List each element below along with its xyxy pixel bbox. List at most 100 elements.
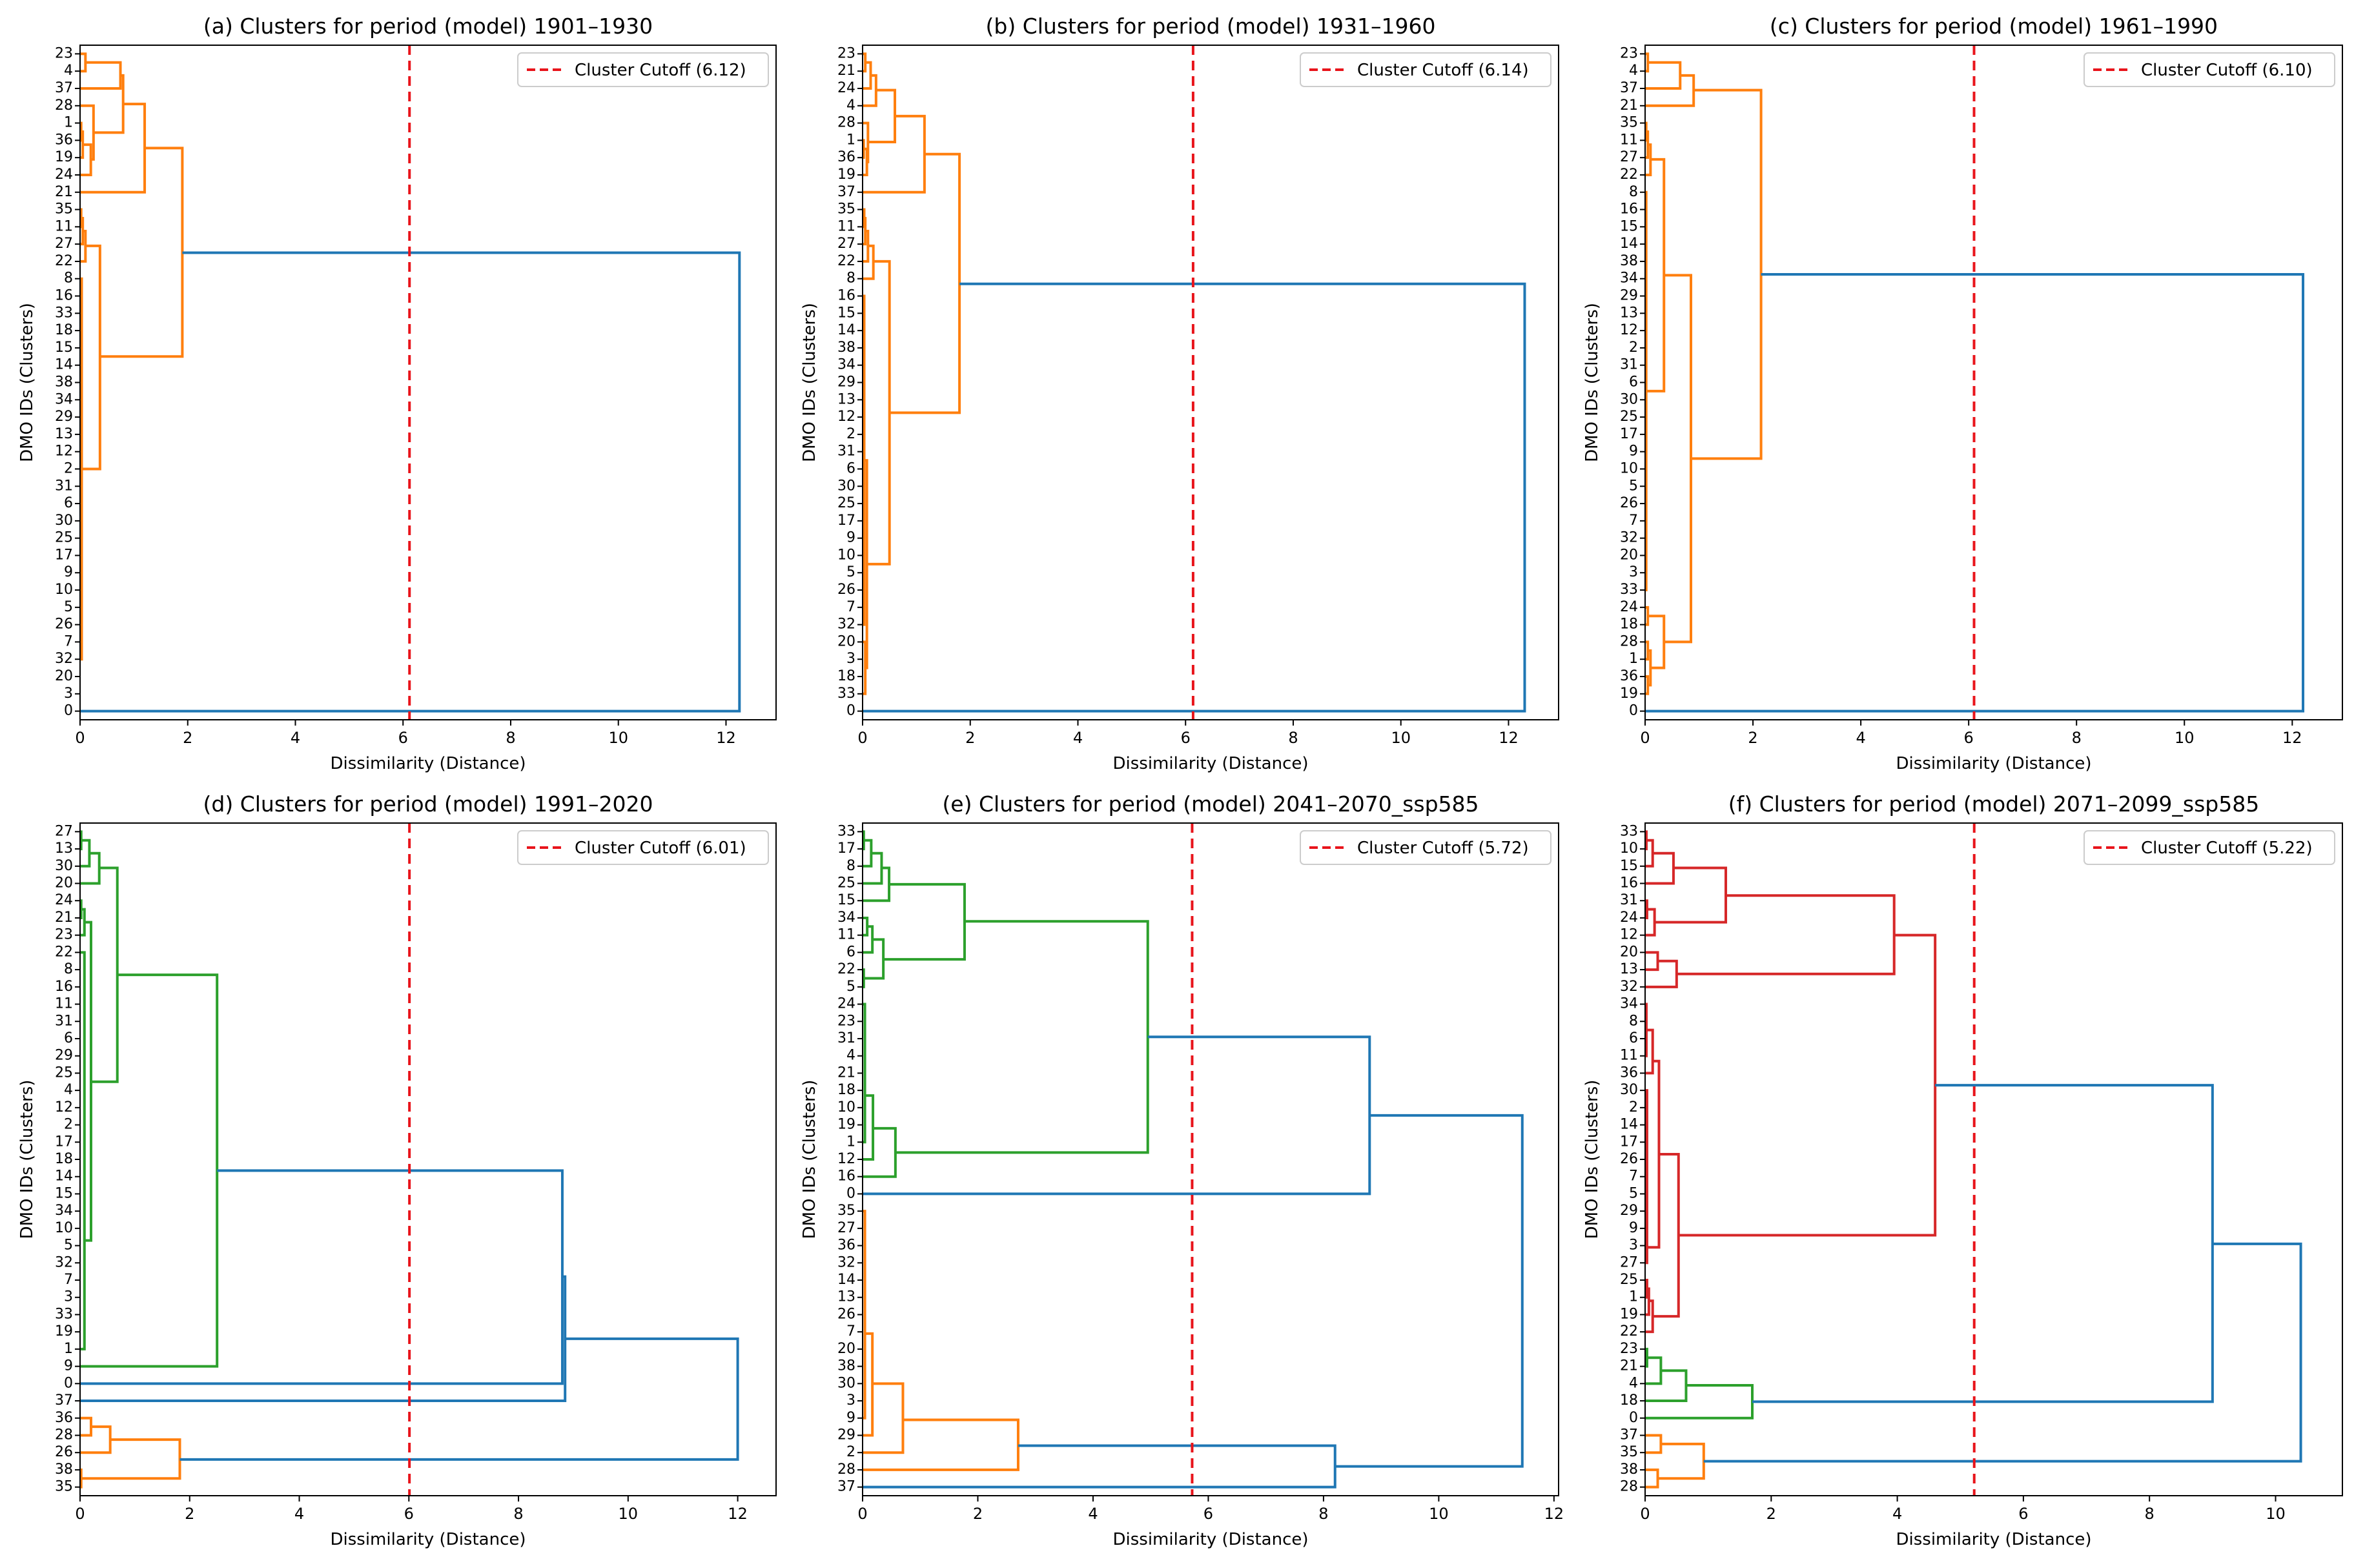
leaf-label: 36 <box>55 132 73 148</box>
leaf-label: 12 <box>837 1151 855 1167</box>
x-tick-label: 0 <box>75 1505 85 1523</box>
x-tick-label: 6 <box>1203 1505 1213 1523</box>
leaf-label: 38 <box>55 1461 73 1478</box>
leaf-label: 18 <box>1620 1392 1638 1409</box>
leaf-label: 20 <box>837 1341 855 1357</box>
dendrogram-link <box>863 1210 866 1420</box>
x-tick-label: 10 <box>2266 1505 2286 1523</box>
dendrogram-link <box>863 916 869 937</box>
leaf-label: 38 <box>55 374 73 391</box>
leaf-label: 13 <box>837 391 855 407</box>
leaf-label: 26 <box>1620 1151 1638 1167</box>
leaf-label: 6 <box>1629 374 1638 391</box>
leaf-label: 37 <box>55 80 73 96</box>
x-tick-label: 10 <box>619 1505 639 1523</box>
leaf-label: 19 <box>55 1323 73 1339</box>
leaf-label: 37 <box>1620 1427 1638 1443</box>
axes-frame <box>79 822 777 1496</box>
leaf-label: 18 <box>55 322 73 338</box>
dendrogram-link <box>863 282 1526 713</box>
dendrogram-link <box>895 920 1149 1154</box>
dendrogram-link <box>1648 649 1652 687</box>
leaf-label: 30 <box>1620 391 1638 407</box>
leaf-label: 10 <box>1620 460 1638 476</box>
leaf-label: 17 <box>55 547 73 563</box>
leaf-label: 21 <box>55 910 73 926</box>
dendrogram-link <box>863 1332 874 1437</box>
leaf-label: 35 <box>837 1203 855 1219</box>
dendrogram-link <box>863 244 875 280</box>
leaf-label: 21 <box>837 63 855 79</box>
leaf-label: 27 <box>837 236 855 252</box>
leaf-label: 3 <box>64 686 73 702</box>
leaf-label: 20 <box>55 668 73 684</box>
dendrogram-link <box>80 973 219 1368</box>
leaf-label: 16 <box>837 1168 855 1185</box>
leaf-label: 32 <box>1620 530 1638 546</box>
dendrogram-link <box>1645 143 1652 176</box>
x-tick-label: 6 <box>1181 729 1191 747</box>
x-tick-label: 6 <box>398 729 408 747</box>
leaf-label: 26 <box>837 1306 855 1322</box>
leaf-label: 16 <box>55 979 73 995</box>
x-tick-label: 0 <box>857 1505 867 1523</box>
leaf-label: 30 <box>837 478 855 494</box>
leaf-label: 7 <box>64 1272 73 1288</box>
legend-box <box>2083 52 2335 87</box>
leaf-label: 23 <box>1620 45 1638 61</box>
leaf-label: 11 <box>1620 132 1638 148</box>
x-tick-label: 12 <box>1499 729 1519 747</box>
leaf-label: 5 <box>846 564 855 580</box>
leaf-label: 0 <box>64 1375 73 1391</box>
leaf-label: 31 <box>837 1030 855 1046</box>
dendrogram-link <box>1645 959 1678 988</box>
leaf-label: 28 <box>1620 633 1638 649</box>
leaf-label: 28 <box>55 97 73 114</box>
leaf-label: 20 <box>55 875 73 891</box>
x-tick-label: 10 <box>1391 729 1411 747</box>
leaf-label: 7 <box>846 599 855 615</box>
dendrogram-link <box>80 230 87 263</box>
leaf-label: 30 <box>1620 1082 1638 1098</box>
leaf-label: 25 <box>55 1064 73 1081</box>
leaf-label: 37 <box>1620 80 1638 96</box>
dendrogram-link <box>1678 933 1937 1237</box>
dendrogram-link <box>1652 1152 1680 1318</box>
axes-frame <box>862 45 1559 720</box>
dendrogram-link <box>1676 894 1896 975</box>
x-axis-label: Dissimilarity (Distance) <box>331 1530 526 1549</box>
axes-frame <box>79 45 777 720</box>
leaf-label: 32 <box>1620 979 1638 995</box>
leaf-label: 27 <box>55 236 73 252</box>
dendrogram-link <box>1645 1089 1648 1265</box>
x-axis-label: Dissimilarity (Distance) <box>331 754 526 773</box>
leaf-label: 2 <box>1629 340 1638 356</box>
leaf-label: 10 <box>55 1220 73 1236</box>
leaf-label: 35 <box>55 1479 73 1495</box>
leaf-label: 21 <box>837 1064 855 1081</box>
leaf-label: 36 <box>1620 668 1638 684</box>
leaf-label: 10 <box>1620 840 1638 857</box>
leaf-label: 9 <box>64 564 73 580</box>
dendrogram-link <box>1646 158 1666 392</box>
leaf-label: 0 <box>64 703 73 719</box>
dendrogram-link <box>1645 951 1659 972</box>
leaf-label: 31 <box>55 1013 73 1029</box>
x-tick-label: 4 <box>1892 1505 1902 1523</box>
leaf-label: 29 <box>55 1048 73 1064</box>
panel-title: (d) Clusters for period (model) 1991–202… <box>203 791 653 817</box>
leaf-label: 6 <box>64 495 73 511</box>
leaf-label: 35 <box>1620 1444 1638 1460</box>
leaf-label: 21 <box>1620 1358 1638 1374</box>
leaf-label: 9 <box>1629 443 1638 460</box>
leaf-label: 17 <box>55 1134 73 1150</box>
leaf-label: 31 <box>837 443 855 460</box>
leaf-label: 34 <box>1620 996 1638 1012</box>
x-tick-label: 6 <box>2018 1505 2028 1523</box>
leaf-label: 23 <box>55 927 73 943</box>
dendrogram-link <box>99 147 184 358</box>
x-tick-label: 0 <box>75 729 85 747</box>
leaf-label: 36 <box>837 149 855 165</box>
leaf-label: 28 <box>837 115 855 131</box>
leaf-label: 4 <box>64 1082 73 1098</box>
